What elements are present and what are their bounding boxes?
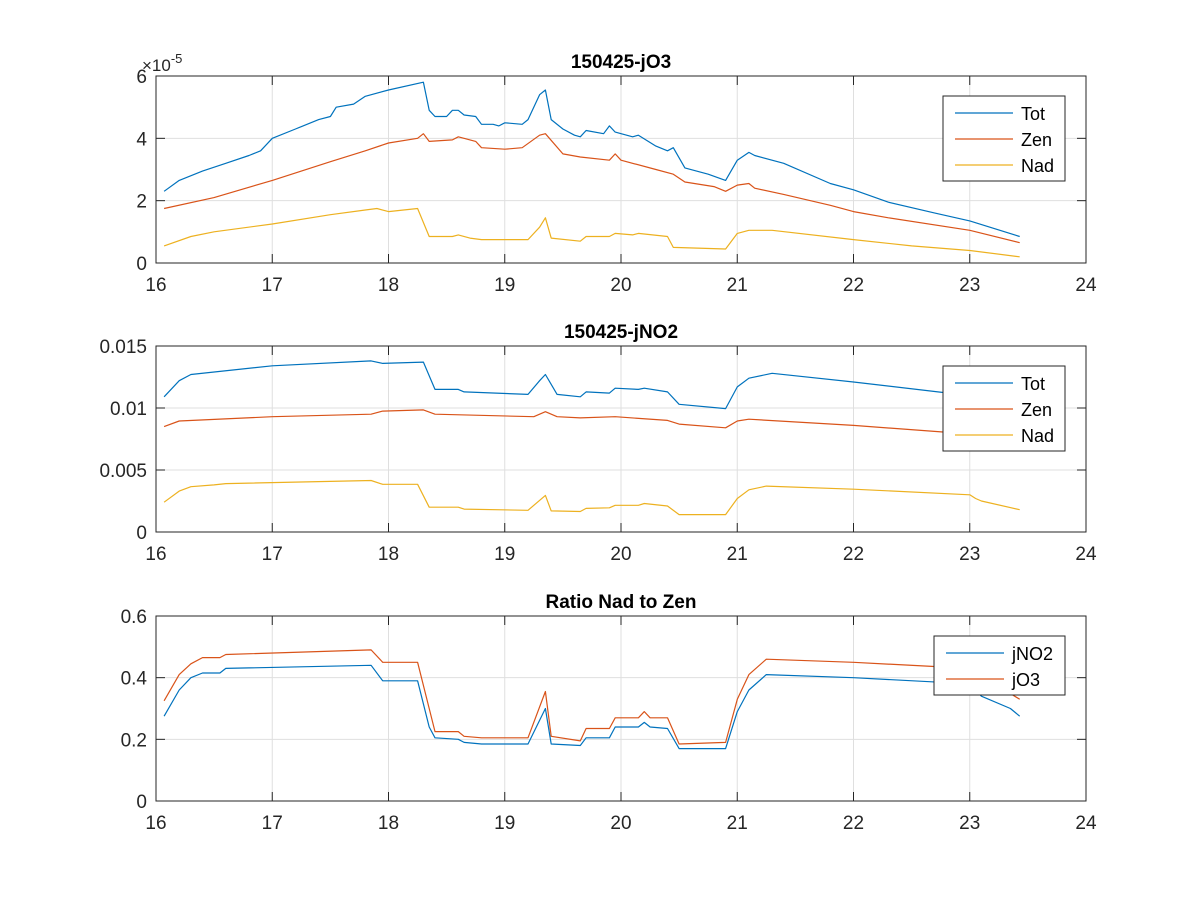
y-tick-label: 2 [136,192,147,213]
x-tick-label: 17 [262,813,283,834]
legend: jNO2 jO3 [933,635,1066,696]
y-tick-label: 0.4 [121,669,148,690]
y-exponent-base: ×10 [142,56,171,75]
x-tick-label: 21 [727,813,748,834]
series-line-zen [163,409,1020,439]
y-tick-label: 0.005 [99,461,147,482]
x-tick-label: 16 [145,275,166,296]
subplot-2: 16 17 18 19 20 21 22 23 24 0 0.005 0.01 0.015 150425-… [99,322,1097,565]
x-tick-label: 22 [843,544,864,565]
x-tick-label: 22 [843,275,864,296]
subplot-title: 150425-jNO2 [564,322,678,343]
y-exponent-label: ×10-5 [142,51,182,75]
subplot-3: 16 17 18 19 20 21 22 23 24 0 0.2 0.4 0.6 Ratio Nad to… [121,592,1097,834]
x-tick-label: 23 [959,813,980,834]
y-tick-label: 0 [136,792,147,813]
y-tick-label: 0.015 [99,337,147,358]
legend-label: Zen [1021,400,1052,420]
y-tick-label: 6 [136,67,147,88]
legend-label: Nad [1021,426,1054,446]
series-line-jo3 [163,649,1021,745]
x-tick-label: 17 [262,275,283,296]
legend: Tot Zen Nad [942,365,1066,452]
y-tick-label: 0 [136,254,147,275]
y-tick-label: 0.2 [121,730,147,751]
x-tick-label: 20 [610,813,631,834]
x-tick-label: 18 [378,275,399,296]
x-tick-label: 20 [610,275,631,296]
x-tick-label: 24 [1075,813,1097,834]
legend: Tot Zen Nad [942,95,1066,182]
x-tick-label: 19 [494,544,515,565]
series-line-tot [163,81,1020,238]
x-tick-label: 18 [378,544,399,565]
series-line-jno2 [163,664,1021,750]
x-tick-label: 18 [378,813,399,834]
x-tick-label: 21 [727,544,748,565]
y-tick-label: 0 [136,523,147,544]
x-tick-label: 23 [959,275,980,296]
series-line-tot [163,360,1020,410]
x-tick-label: 19 [494,813,515,834]
x-tick-label: 22 [843,813,864,834]
legend-label: jNO2 [1011,644,1053,664]
y-tick-label: 4 [136,129,147,150]
legend-box [933,635,1066,696]
x-tick-label: 21 [727,275,748,296]
x-tick-label: 16 [145,813,166,834]
x-tick-label: 19 [494,275,515,296]
series-line-zen [163,133,1020,244]
x-tick-label: 24 [1075,275,1097,296]
y-tick-label: 0.01 [110,399,147,420]
legend-label: jO3 [1011,670,1040,690]
axes-box [155,615,1087,802]
x-tick-label: 24 [1075,544,1097,565]
legend-label: Tot [1021,104,1045,124]
legend-label: Zen [1021,130,1052,150]
x-tick-label: 17 [262,544,283,565]
legend-label: Nad [1021,156,1054,176]
x-tick-label: 20 [610,544,631,565]
x-tick-label: 23 [959,544,980,565]
series-line-nad [163,479,1020,516]
legend-label: Tot [1021,374,1045,394]
subplot-title: 150425-jO3 [571,52,671,73]
axes-box [155,75,1087,264]
y-exponent-power: -5 [171,51,183,66]
y-tick-label: 0.6 [121,607,147,628]
series-line-nad [163,207,1020,258]
x-tick-label: 16 [145,544,166,565]
subplot-title: Ratio Nad to Zen [546,592,697,613]
axes-box [155,345,1087,533]
